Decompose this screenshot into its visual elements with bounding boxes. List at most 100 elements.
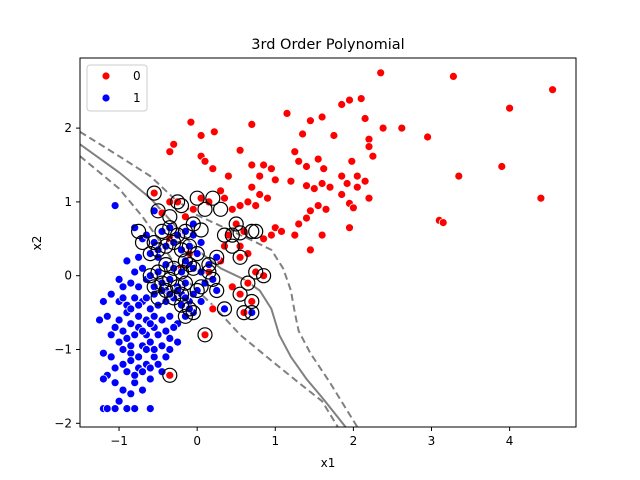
support-vector-ring (177, 275, 193, 291)
point-class-1 (134, 252, 144, 262)
point-class-1 (118, 359, 128, 369)
support-vector-ring (185, 216, 201, 232)
point-class-0 (347, 156, 357, 166)
point-class-0 (266, 230, 276, 240)
support-vector-ring (197, 201, 213, 217)
point-class-0 (239, 308, 249, 318)
point-class-1 (99, 348, 108, 358)
margin-lower-line (80, 155, 339, 427)
support-vector-ring (154, 223, 170, 239)
point-class-1 (110, 363, 120, 373)
point-class-0 (235, 145, 245, 155)
point-class-0 (302, 181, 311, 191)
point-class-1 (212, 252, 222, 262)
legend-label-0: 0 (133, 69, 141, 83)
point-class-1 (118, 293, 128, 303)
point-class-0 (255, 171, 265, 181)
support-vector-ring (224, 238, 240, 254)
support-vector-ring (189, 282, 205, 299)
point-class-0 (188, 204, 198, 214)
point-class-1 (165, 345, 175, 354)
point-class-1 (106, 352, 116, 362)
point-class-1 (106, 330, 116, 340)
point-class-0 (302, 213, 311, 223)
point-class-1 (153, 330, 163, 340)
y-tick-label: 2 (64, 121, 72, 135)
x-axis-label: x1 (321, 456, 336, 470)
y-tick-label: −2 (54, 416, 72, 430)
point-class-1 (153, 267, 163, 277)
point-class-0 (266, 164, 276, 174)
point-class-1 (95, 315, 104, 325)
point-class-1 (184, 241, 194, 251)
point-class-1 (145, 271, 155, 281)
point-class-0 (298, 129, 308, 139)
point-class-0 (208, 164, 218, 174)
support-vector-ring (236, 305, 252, 321)
point-class-0 (290, 147, 300, 157)
point-class-0 (165, 197, 175, 207)
point-class-0 (505, 103, 515, 113)
point-class-1 (99, 374, 108, 384)
point-class-1 (212, 286, 222, 295)
point-class-1 (118, 345, 128, 354)
point-class-1 (102, 404, 112, 414)
legend-marker-1 (101, 93, 111, 103)
support-vector-ring (185, 260, 201, 276)
plot-area (80, 68, 557, 427)
point-class-0 (319, 164, 329, 174)
point-class-0 (352, 182, 362, 192)
point-class-1 (141, 345, 151, 354)
point-class-1 (138, 263, 147, 273)
point-class-1 (145, 249, 155, 259)
support-vector-ring (173, 297, 190, 313)
point-class-0 (227, 204, 237, 214)
legend: 0 1 (86, 64, 148, 112)
point-class-0 (305, 116, 315, 126)
point-class-0 (227, 282, 237, 292)
point-class-1 (141, 293, 151, 303)
point-class-0 (337, 190, 347, 199)
point-class-1 (118, 326, 128, 336)
point-class-0 (376, 68, 386, 78)
point-class-0 (294, 156, 304, 166)
point-class-1 (173, 337, 183, 347)
point-class-0 (251, 267, 261, 277)
support-vector-ring (244, 305, 260, 321)
support-vector-ring (232, 286, 248, 302)
point-class-0 (337, 171, 347, 181)
point-class-0 (220, 241, 229, 251)
point-class-0 (200, 330, 210, 340)
point-class-0 (548, 85, 557, 95)
point-class-1 (118, 282, 128, 292)
point-class-1 (149, 352, 159, 362)
point-class-0 (364, 142, 374, 152)
support-vector-ring (248, 223, 264, 239)
point-class-1 (145, 363, 155, 373)
support-vector-ring (209, 249, 225, 265)
point-class-0 (423, 132, 433, 142)
support-vector-ring (205, 190, 221, 206)
support-vector-ring (170, 194, 186, 210)
point-class-1 (196, 297, 206, 306)
x-tick-label: 2 (350, 434, 358, 448)
point-class-1 (161, 326, 171, 336)
support-vector-ring (205, 271, 221, 287)
x-tick-label: 1 (271, 434, 279, 448)
point-class-0 (209, 127, 219, 137)
point-class-1 (126, 304, 136, 314)
support-vector-ring (142, 268, 158, 284)
point-class-1 (102, 311, 112, 321)
point-class-1 (149, 206, 159, 216)
point-class-0 (317, 179, 327, 188)
point-class-0 (360, 176, 370, 186)
point-class-1 (145, 319, 155, 329)
point-class-1 (196, 238, 206, 247)
point-class-1 (114, 274, 124, 284)
support-vector-ring (150, 264, 166, 280)
point-class-0 (305, 206, 315, 216)
support-vector-ring (248, 264, 264, 280)
x-tick-label: 4 (506, 434, 514, 448)
support-vector-ring (177, 308, 193, 324)
point-class-1 (118, 385, 128, 395)
